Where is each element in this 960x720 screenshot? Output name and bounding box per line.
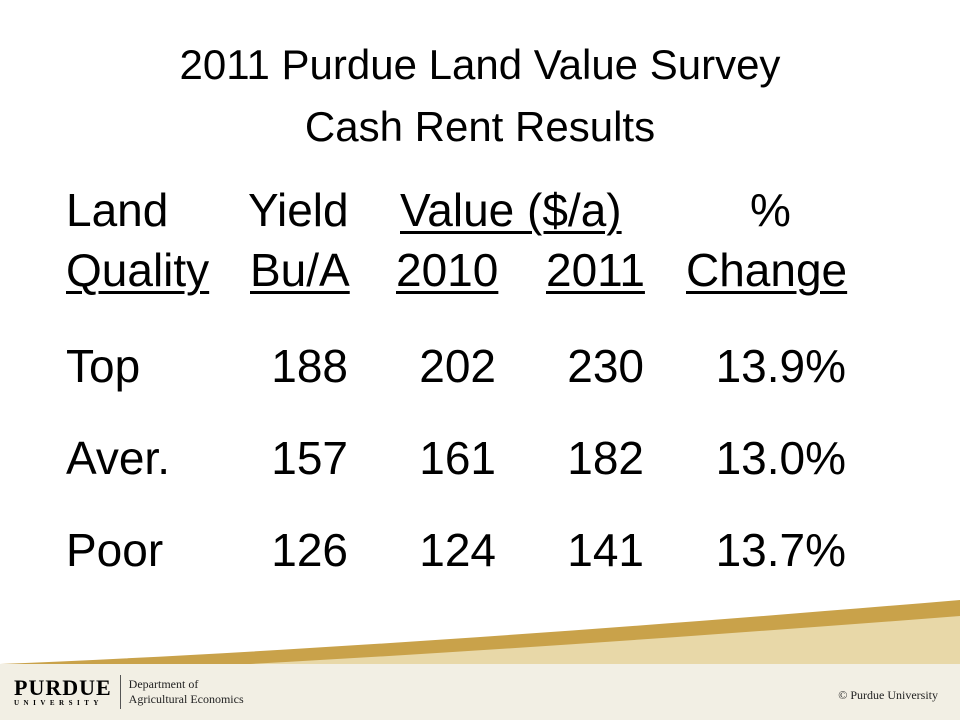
logo-divider [119,675,121,709]
title-line-2: Cash Rent Results [304,103,656,150]
slide-title: 2011 Purdue Land Value Survey Cash Rent … [0,34,960,158]
department-line-2: Agricultural Economics [128,692,244,706]
department-line-1: Department of [128,677,199,691]
row-change: 13.7% [715,524,846,576]
row-value-2010: 202 [419,340,496,392]
header-value: Value ($/a) [400,184,622,236]
row-change: 13.0% [715,432,846,484]
row-value-2011: 141 [567,524,644,576]
purdue-logo[interactable]: PURDUE UNIVERSITY Department of Agricult… [14,675,244,709]
row-yield: 126 [271,524,348,576]
row-yield: 188 [271,340,348,392]
row-value-2011: 230 [567,340,644,392]
row-value-2010: 161 [419,432,496,484]
row-value-2011: 182 [567,432,644,484]
footer-bar [0,664,960,720]
copyright-notice: © Purdue University [838,688,938,702]
row-yield: 157 [271,432,348,484]
header-change: Change [686,244,848,296]
header-percent: % [750,184,791,236]
logo-subtext: UNIVERSITY [14,698,103,707]
logo-wordmark: PURDUE [14,674,112,700]
header-yield-unit: Bu/A [250,244,350,296]
header-land: Land [66,184,169,236]
header-year-2011: 2011 [546,244,645,296]
header-quality: Quality [66,244,210,296]
row-change: 13.9% [715,340,846,392]
department-name: Department of Agricultural Economics [129,677,244,707]
row-value-2010: 124 [419,524,496,576]
row-label: Poor [66,524,164,576]
row-label: Aver. [66,432,170,484]
header-yield: Yield [248,184,349,236]
row-label: Top [66,340,141,392]
header-year-2010: 2010 [396,244,499,296]
title-line-1: 2011 Purdue Land Value Survey [179,41,781,88]
